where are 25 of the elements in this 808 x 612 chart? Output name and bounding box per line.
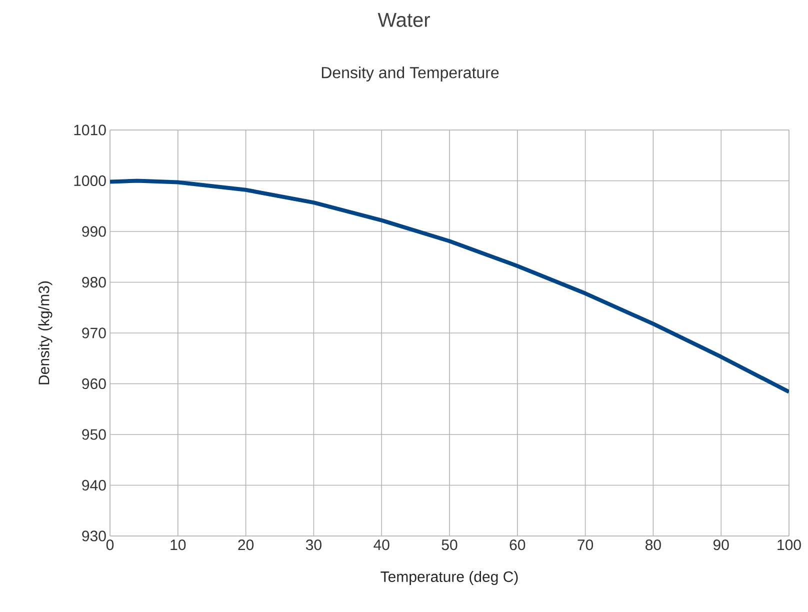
y-tick-label: 970 xyxy=(82,328,106,338)
y-tick-label: 990 xyxy=(82,226,106,237)
x-tick-label: 80 xyxy=(646,540,661,550)
chart-title: Water xyxy=(378,13,430,27)
x-tick-label: 20 xyxy=(238,540,254,550)
x-tick-label: 0 xyxy=(106,540,114,550)
x-tick-label: 60 xyxy=(510,540,526,550)
x-tick-label: 50 xyxy=(442,540,458,550)
y-tick-label: 980 xyxy=(82,276,106,288)
x-tick-label: 90 xyxy=(713,540,729,550)
y-tick-label: 1010 xyxy=(74,124,106,136)
y-tick-label: 1000 xyxy=(74,175,106,186)
x-tick-label: 40 xyxy=(374,540,390,550)
y-tick-label: 930 xyxy=(82,530,106,542)
y-axis-title: Density (kg/m3) xyxy=(38,281,52,384)
x-tick-label: 30 xyxy=(306,540,322,550)
y-tick-label: 960 xyxy=(82,378,106,390)
y-tick-label: 950 xyxy=(82,429,106,440)
x-axis-title: Temperature (deg C) xyxy=(380,571,518,585)
x-tick-label: 10 xyxy=(170,540,186,550)
y-tick-label: 940 xyxy=(82,480,106,491)
x-tick-label: 100 xyxy=(778,540,801,550)
chart-subtitle: Density and Temperature xyxy=(322,66,499,82)
line-series xyxy=(110,178,789,394)
x-tick-label: 70 xyxy=(578,540,594,550)
